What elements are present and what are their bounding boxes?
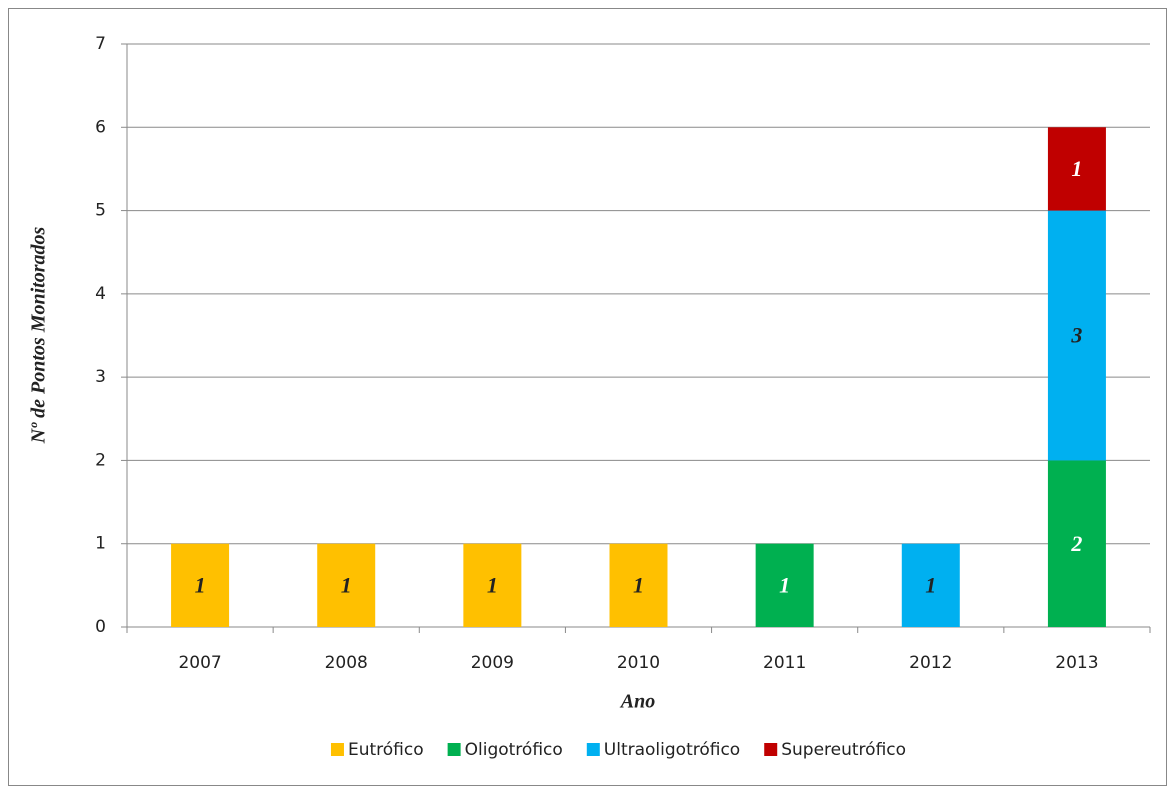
data-label: 1 [1071,156,1082,181]
bar-segment [901,543,960,627]
x-tick-label: 2009 [471,653,514,673]
y-tick-label: 1 [95,534,106,554]
data-label: 1 [341,572,352,597]
x-tick-label: 2013 [1055,653,1098,673]
data-label: 2 [1070,531,1082,556]
legend-swatch [764,743,778,756]
y-tick-label: 3 [95,367,106,387]
data-label: 1 [925,572,936,597]
y-tick-label: 7 [95,34,106,54]
x-tick-label: 2008 [325,653,368,673]
y-tick-label: 4 [95,284,106,304]
data-label: 1 [487,572,498,597]
bar-segment [755,543,814,627]
legend-swatch [330,743,344,756]
bar-segment [1047,210,1106,461]
data-label: 1 [195,572,206,597]
legend-label: Supereutrófico [781,740,906,760]
x-tick-label: 2012 [909,653,952,673]
bar-segment [463,543,522,627]
legend-label: Eutrófico [348,740,424,760]
x-axis-title: Ano [619,691,655,713]
data-label: 3 [1070,323,1082,348]
data-label: 1 [633,572,644,597]
legend-swatch [586,743,600,756]
x-tick-label: 2010 [617,653,660,673]
y-tick-label: 5 [95,201,106,221]
y-tick-label: 2 [95,450,106,470]
bar-segment [1047,127,1106,211]
bar-segment [171,543,230,627]
chart-frame [8,8,1167,786]
data-label: 1 [779,572,790,597]
x-tick-label: 2011 [763,653,806,673]
y-axis-title: Nº de Pontos Monitorados [28,226,50,444]
y-tick-label: 0 [95,617,106,637]
legend-label: Oligotrófico [465,740,563,760]
y-tick-label: 6 [95,117,106,137]
bar-segment [609,543,668,627]
bar-segment [1047,460,1106,627]
legend-label: Ultraoligotrófico [604,740,740,760]
bar-segment [317,543,376,627]
x-tick-label: 2007 [178,653,221,673]
legend-swatch [447,743,461,756]
